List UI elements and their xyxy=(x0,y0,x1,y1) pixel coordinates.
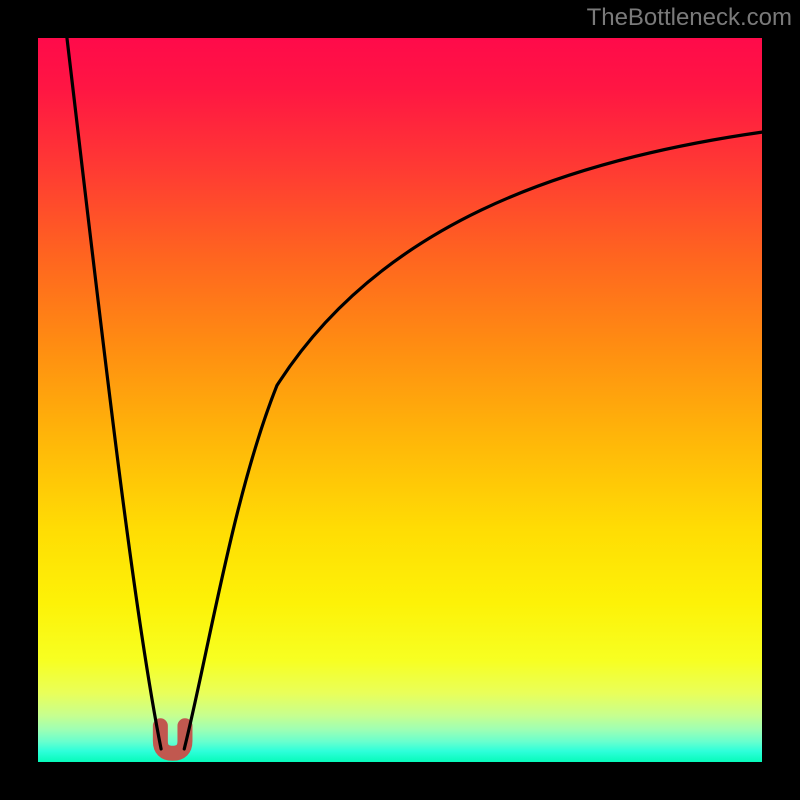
chart-svg xyxy=(0,0,800,800)
watermark-text: TheBottleneck.com xyxy=(587,4,792,32)
figure-root: TheBottleneck.com xyxy=(0,0,800,800)
plot-area xyxy=(38,38,762,762)
